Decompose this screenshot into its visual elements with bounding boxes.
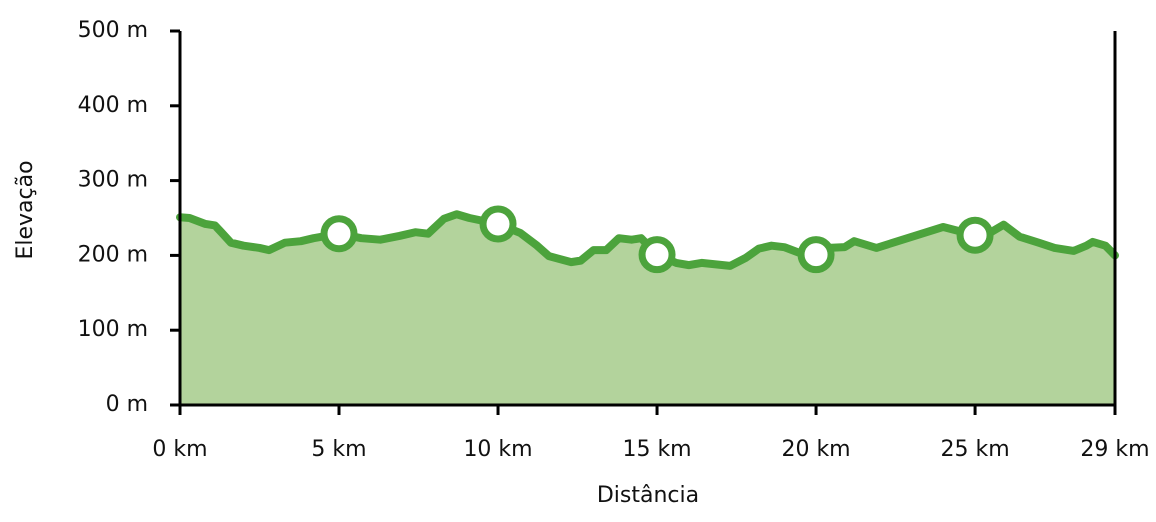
y-tick-label: 500 m [78, 18, 148, 43]
x-tick-label: 15 km [622, 437, 691, 462]
y-tick-label: 0 m [106, 392, 148, 417]
waypoint-marker [320, 215, 358, 253]
waypoint-marker [797, 236, 835, 274]
x-tick-label: 0 km [152, 437, 207, 462]
y-axis-title: Elevação [13, 160, 38, 259]
x-tick-label: 25 km [940, 437, 1009, 462]
y-tick-label: 200 m [78, 242, 148, 267]
area-fill [180, 214, 1115, 405]
x-tick-label: 10 km [463, 437, 532, 462]
x-tick-label: 20 km [781, 437, 850, 462]
waypoint-marker [479, 205, 517, 243]
x-tick-label: 29 km [1080, 437, 1149, 462]
x-tick-label: 5 km [311, 437, 366, 462]
y-tick-label: 100 m [78, 317, 148, 342]
y-tick-label: 400 m [78, 93, 148, 118]
waypoint-marker [638, 236, 676, 274]
y-tick-label: 300 m [78, 168, 148, 193]
waypoint-marker [956, 216, 994, 254]
x-axis-title: Distância [597, 483, 699, 508]
